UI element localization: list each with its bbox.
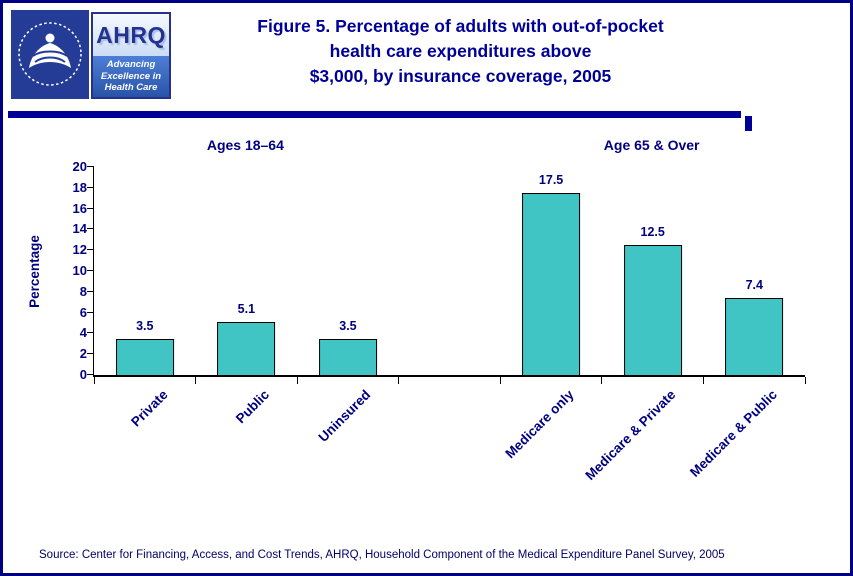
- y-axis-tick-label: 2: [79, 346, 87, 362]
- x-axis-labels: Private Public Uninsured Medicare only Medic…: [93, 379, 804, 519]
- value-label-public: 5.1: [237, 301, 256, 316]
- x-axis-tick: [195, 377, 197, 384]
- ahrq-tagline-line: Excellence in: [100, 70, 162, 82]
- header-divider: [8, 111, 741, 118]
- figure-title-line: health care expenditures above: [329, 41, 592, 61]
- x-label-slot-private: Private: [93, 379, 195, 519]
- category-label-medicare-only: Medicare only: [502, 387, 577, 462]
- value-label-medicare-public: 7.4: [745, 278, 763, 293]
- x-label-slot-public: Public: [195, 379, 297, 519]
- hhs-logo: [11, 10, 89, 99]
- y-axis-tick-label: 10: [72, 263, 87, 278]
- y-axis-tick-label: 0: [79, 367, 87, 382]
- bar-slot-medicare-public: 7.4: [703, 167, 805, 375]
- y-axis-title: Percentage: [26, 234, 42, 308]
- y-axis-tick: [87, 270, 94, 271]
- figure-title-line: Figure 5. Percentage of adults with out-…: [257, 16, 664, 36]
- figure-title: Figure 5. Percentage of adults with out-…: [178, 14, 743, 89]
- x-axis-tick: [93, 377, 95, 384]
- y-axis-tick-label: 14: [72, 221, 87, 237]
- value-label-medicare-only: 17.5: [538, 173, 564, 187]
- y-axis-tick: [87, 290, 94, 292]
- bar-slot-spacer: [399, 167, 501, 375]
- bar-medicare-only: [522, 193, 581, 375]
- y-axis-tick: [87, 374, 94, 375]
- y-axis-tick: [87, 166, 94, 167]
- y-axis-tick-label: 16: [72, 200, 87, 216]
- x-label-slot-spacer: [398, 379, 500, 519]
- bar-private: [115, 338, 174, 375]
- x-label-slot-uninsured: Uninsured: [296, 379, 398, 519]
- y-axis-tick: [87, 311, 94, 313]
- bar-chart: Ages 18–64 Age 65 & Over Percentage 0 2 4 6 8…: [3, 131, 850, 531]
- bar-slot-uninsured: 3.5: [297, 167, 399, 375]
- x-label-slot-medicare-only: Medicare only: [499, 379, 601, 519]
- category-label-private: Private: [127, 387, 171, 430]
- value-label-private: 3.5: [136, 318, 154, 333]
- x-label-slot-medicare-public: Medicare & Public: [687, 379, 804, 519]
- y-axis-tick-label: 4: [79, 325, 87, 341]
- group-spacer: [398, 137, 500, 153]
- bar-public: [217, 321, 276, 375]
- bar-slot-private: 3.5: [94, 167, 196, 375]
- x-axis-tick: [804, 377, 806, 384]
- bar-medicare-public: [725, 298, 784, 375]
- group-label-age-65-over: Age 65 & Over: [603, 137, 700, 153]
- x-label-slot-medicare-private: Medicare & Private: [582, 379, 703, 519]
- category-label-public: Public: [232, 387, 272, 427]
- bar-slot-medicare-private: 12.5: [602, 167, 704, 375]
- bar-slot-public: 5.1: [196, 167, 298, 375]
- header-divider-cap: [745, 116, 752, 131]
- x-axis-tick: [499, 377, 501, 384]
- y-axis-tick-label: 18: [72, 179, 87, 195]
- y-axis-tick-label: 8: [79, 283, 87, 299]
- x-axis-tick: [601, 377, 603, 384]
- x-axis-tick: [398, 377, 400, 384]
- source-note: Source: Center for Financing, Access, an…: [39, 549, 725, 561]
- ahrq-acronym: AHRQ: [93, 14, 169, 56]
- y-axis-tick-label: 12: [72, 242, 87, 258]
- y-axis-tick-label: 6: [79, 304, 87, 320]
- y-axis: 0 2 4 6 8 10 12 14 16 18 20: [45, 159, 87, 382]
- y-axis-tick: [87, 228, 94, 230]
- group-label-ages-18-64: Ages 18–64: [206, 137, 284, 153]
- ahrq-tagline-line: Advancing: [106, 59, 156, 71]
- hhs-eagle-icon: [11, 10, 89, 99]
- ahrq-tagline-line: Health Care: [104, 82, 158, 94]
- x-axis-tick: [702, 377, 704, 384]
- bar-medicare-private: [623, 245, 682, 375]
- bar-slot-medicare-only: 17.5: [500, 167, 602, 375]
- category-label-uninsured: Uninsured: [315, 387, 374, 445]
- y-axis-tick: [87, 186, 94, 188]
- y-axis-tick: [87, 332, 94, 334]
- y-axis-tick: [87, 249, 94, 251]
- value-label-medicare-private: 12.5: [640, 225, 665, 239]
- ahrq-tagline: Advancing Excellence in Health Care: [93, 56, 169, 97]
- y-axis-tick: [87, 207, 94, 209]
- figure-title-line: $3,000, by insurance coverage, 2005: [309, 66, 612, 86]
- y-axis-tick: [87, 353, 94, 355]
- bar-uninsured: [318, 338, 377, 375]
- value-label-uninsured: 3.5: [339, 318, 357, 333]
- y-axis-tick-label: 20: [72, 159, 87, 174]
- ahrq-logo: AHRQ Advancing Excellence in Health Care: [91, 12, 171, 99]
- y-axis-title-wrap: Percentage: [23, 167, 45, 375]
- plot-area: 3.5 5.1 3.5 17.5 12.5 7.4: [87, 166, 806, 384]
- x-axis-tick: [296, 377, 298, 384]
- group-labels-row: Ages 18–64 Age 65 & Over: [93, 137, 804, 153]
